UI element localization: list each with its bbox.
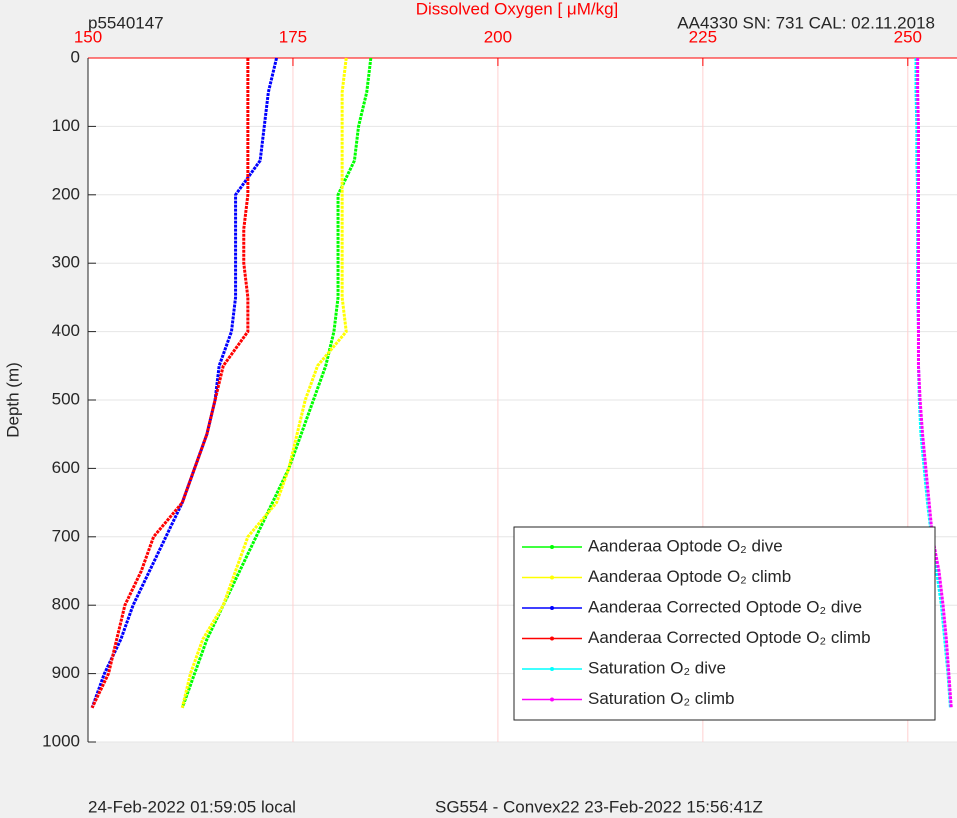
legend-label: Aanderaa Optode O₂ dive <box>588 536 783 555</box>
chart-title: Dissolved Oxygen [ μM/kg] <box>416 0 619 18</box>
y-tick-label: 1000 <box>42 731 80 750</box>
legend-marker <box>550 636 554 641</box>
y-tick-label: 900 <box>52 663 80 682</box>
right-note: AA4330 SN: 731 CAL: 02.11.2018 <box>677 13 935 32</box>
y-tick-label: 100 <box>52 116 80 135</box>
legend-marker <box>550 606 554 610</box>
legend-label: Saturation O₂ climb <box>588 689 734 708</box>
x-tick-label: 175 <box>279 27 307 46</box>
legend-marker <box>550 575 554 580</box>
left-note: p5540147 <box>88 13 164 32</box>
legend-marker <box>550 545 554 549</box>
footer-left: 24-Feb-2022 01:59:05 local <box>88 797 296 816</box>
y-tick-label: 300 <box>52 253 80 272</box>
series-line <box>90 58 250 709</box>
legend-label: Aanderaa Corrected Optode O₂ dive <box>588 597 862 616</box>
legend-marker <box>550 667 554 671</box>
y-tick-label: 400 <box>52 321 80 340</box>
x-tick-label: 225 <box>689 27 717 46</box>
x-tick-label: 250 <box>894 27 922 46</box>
legend-label: Aanderaa Corrected Optode O₂ climb <box>588 628 871 647</box>
y-tick-label: 700 <box>52 526 80 545</box>
footer-right: SG554 - Convex22 23-Feb-2022 15:56:41Z <box>435 797 763 816</box>
legend-label: Saturation O₂ dive <box>588 658 726 677</box>
y-tick-label: 200 <box>52 184 80 203</box>
y-tick-label: 500 <box>52 389 80 408</box>
y-tick-label: 600 <box>52 458 80 477</box>
series-line <box>916 58 953 708</box>
y-tick-label: 800 <box>52 595 80 614</box>
legend-box <box>513 526 936 721</box>
y-axis-label: Depth (m) <box>3 362 22 438</box>
legend-marker <box>550 697 554 702</box>
series-line <box>90 57 279 709</box>
x-tick-label: 150 <box>74 27 102 46</box>
series-line <box>180 57 348 709</box>
x-tick-label: 200 <box>484 27 512 46</box>
legend-label: Aanderaa Optode O₂ climb <box>588 567 791 586</box>
y-tick-label: 0 <box>71 47 80 66</box>
